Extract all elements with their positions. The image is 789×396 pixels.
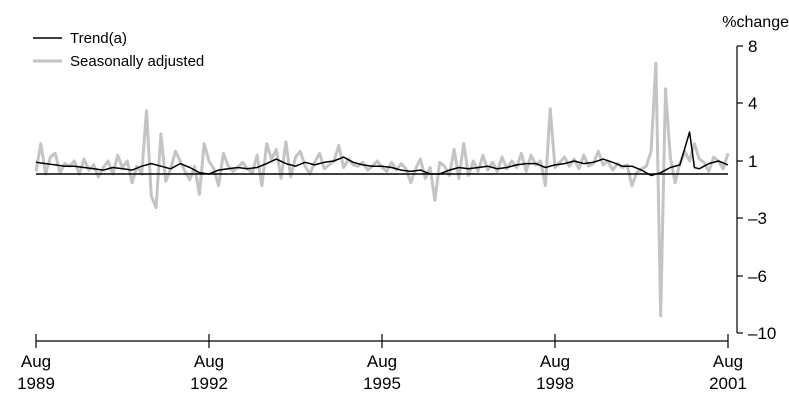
series-line-seasonally-adjusted (34, 61, 730, 318)
legend-label-trend: Trend(a) (70, 30, 127, 47)
y-tick-label: –3 (748, 209, 767, 228)
y-axis-unit-label: %change (722, 14, 789, 31)
y-tick-label: –6 (748, 267, 767, 286)
x-tick-label-month: Aug (713, 352, 743, 371)
x-tick-label-month: Aug (367, 352, 397, 371)
legend: Trend(a) Seasonally adjusted (33, 30, 204, 70)
y-tick-label: –10 (748, 324, 776, 343)
x-tick-label-year: 1995 (363, 374, 401, 393)
y-tick-label: 4 (748, 94, 757, 113)
legend-label-seasonally-adjusted: Seasonally adjusted (70, 53, 204, 70)
x-tick-label-month: Aug (21, 352, 51, 371)
series-layer (34, 61, 730, 318)
series-line-trend (35, 131, 729, 177)
y-tick-label: 8 (748, 37, 757, 56)
y-tick-label: 1 (748, 152, 757, 171)
x-tick-label-month: Aug (194, 352, 224, 371)
x-tick-label-year: 2001 (709, 374, 747, 393)
x-tick-label-month: Aug (540, 352, 570, 371)
x-axis-ticks: Aug 1989 Aug 1992 Aug 1995 Aug 1998 Aug 2001 (17, 334, 747, 393)
x-tick-label-year: 1992 (190, 374, 228, 393)
x-tick-label-year: 1998 (536, 374, 574, 393)
y-axis-ticks: 8 4 1 –3 –6 –10 (737, 37, 776, 343)
x-tick-label-year: 1989 (17, 374, 55, 393)
